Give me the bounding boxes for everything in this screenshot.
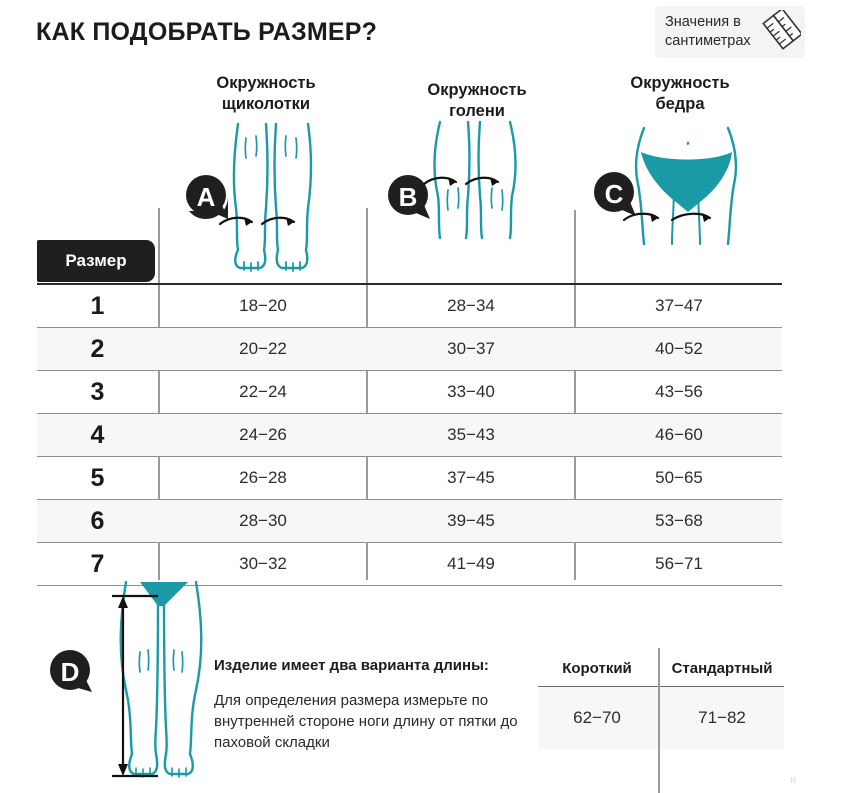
cell-thigh: 50−65 — [655, 468, 703, 487]
table-row: 1 18−20 28−34 37−47 — [37, 283, 782, 327]
size-column-header-label: Размер — [65, 251, 127, 270]
length-header-standard: Стандартный — [671, 660, 773, 677]
letter-badge-b: B — [386, 175, 430, 219]
lower-legs-calf-diagram — [422, 120, 517, 240]
letter-badge-d: D — [48, 650, 92, 694]
letter-badge-a: A — [184, 175, 228, 220]
length-table-divider — [658, 648, 660, 793]
table-row: 3 22−24 33−40 43−56 — [37, 370, 782, 413]
cell-thigh: 53−68 — [655, 511, 703, 530]
cell-calf: 30−37 — [447, 339, 495, 358]
cell-calf: 28−34 — [447, 296, 495, 315]
column-divider-2 — [366, 208, 368, 580]
column-header-calf-line2: голени — [449, 102, 505, 120]
cell-size: 7 — [90, 550, 105, 578]
cell-ankle: 18−20 — [239, 296, 287, 315]
table-row: 4 24−26 35−43 46−60 — [37, 413, 782, 456]
column-header-thigh: Окружность бедра — [580, 73, 780, 115]
units-badge: Значения в сантиметрах — [655, 6, 805, 58]
badge-shape-c — [594, 172, 636, 216]
length-table-value-row: 62−70 71−82 — [538, 687, 784, 749]
cell-size: 4 — [90, 421, 105, 449]
size-table: 1 18−20 28−34 37−47 2 20−22 30−37 40−52 … — [37, 283, 782, 586]
badge-shape-b — [388, 175, 430, 219]
length-variants-heading: Изделие имеет два варианта длины: — [214, 657, 489, 674]
cell-calf: 37−45 — [447, 468, 495, 487]
length-value-short: 62−70 — [573, 708, 621, 727]
full-legs-length-diagram — [112, 580, 203, 778]
table-row: 6 28−30 39−45 53−68 — [37, 499, 782, 542]
table-row: 2 20−22 30−37 40−52 — [37, 327, 782, 370]
column-header-ankle: Окружность щиколотки — [166, 73, 366, 115]
badge-shape-a — [186, 175, 228, 220]
letter-badge-b-label: B — [398, 182, 418, 212]
cell-thigh: 56−71 — [655, 554, 703, 573]
column-divider-1 — [158, 208, 160, 580]
cell-size: 1 — [90, 292, 105, 320]
length-table: Короткий Стандартный 62−70 71−82 — [538, 652, 784, 749]
hips-thigh-diagram — [622, 126, 738, 246]
page-title: КАК ПОДОБРАТЬ РАЗМЕР? — [36, 18, 378, 46]
column-divider-3 — [574, 210, 576, 580]
length-value-standard: 71−82 — [698, 708, 746, 727]
cell-thigh: 46−60 — [655, 425, 703, 444]
letter-badge-c-label: C — [604, 179, 624, 209]
column-header-ankle-line2: щиколотки — [221, 95, 311, 113]
length-measure-description: Для определения размера измерьте по внут… — [214, 692, 518, 751]
cell-ankle: 26−28 — [239, 468, 287, 487]
ruler-icon — [762, 10, 801, 50]
column-header-thigh-line2: бедра — [655, 95, 705, 113]
lower-legs-ankle-diagram — [218, 122, 313, 272]
cell-calf: 39−45 — [447, 511, 495, 530]
cell-calf: 33−40 — [447, 382, 495, 401]
cell-ankle: 30−32 — [239, 554, 287, 573]
cell-ankle: 22−24 — [239, 382, 287, 401]
cell-ankle: 20−22 — [239, 339, 287, 358]
cell-size: 6 — [90, 507, 105, 535]
letter-badge-a-label: A — [196, 182, 216, 212]
table-row: 7 30−32 41−49 56−71 — [37, 542, 782, 586]
cell-size: 2 — [90, 335, 105, 363]
cell-ankle: 24−26 — [239, 425, 287, 444]
units-badge-label: Значения в сантиметрах — [665, 14, 751, 49]
cell-ankle: 28−30 — [239, 511, 287, 530]
length-header-short: Короткий — [562, 660, 632, 677]
cell-thigh: 43−56 — [655, 382, 703, 401]
cell-calf: 41−49 — [447, 554, 495, 573]
column-header-thigh-line1: Окружность — [630, 74, 730, 92]
corner-mark: и — [790, 774, 797, 786]
cell-thigh: 40−52 — [655, 339, 703, 358]
letter-badge-c: C — [592, 172, 636, 216]
column-header-calf: Окружность голени — [380, 80, 574, 122]
size-column-header: Размер — [37, 240, 155, 282]
table-row: 5 26−28 37−45 50−65 — [37, 456, 782, 499]
cell-size: 3 — [90, 378, 105, 406]
badge-shape-d — [50, 650, 92, 692]
length-table-rule — [538, 686, 784, 687]
cell-calf: 35−43 — [447, 425, 495, 444]
column-header-ankle-line1: Окружность — [216, 74, 316, 92]
cell-thigh: 37−47 — [655, 296, 703, 315]
cell-size: 5 — [90, 464, 105, 492]
letter-badge-d-label: D — [60, 657, 80, 687]
column-header-calf-line1: Окружность — [427, 81, 527, 99]
length-table-header-row: Короткий Стандартный — [538, 652, 784, 686]
